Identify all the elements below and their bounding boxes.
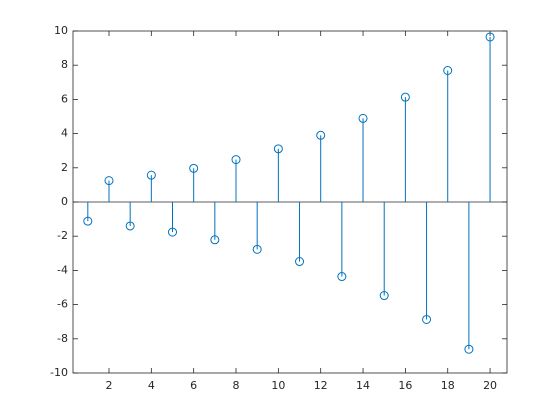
- stem-marker: [83, 216, 93, 226]
- x-tick-label: 16: [398, 379, 412, 392]
- stem-marker: [316, 130, 326, 140]
- y-tick-label: 6: [61, 92, 68, 105]
- stem-marker: [337, 272, 347, 282]
- x-tick-label: 18: [441, 379, 455, 392]
- y-tick-label: 8: [61, 58, 68, 71]
- y-tick-label: -4: [57, 263, 68, 276]
- x-tick-label: 8: [233, 379, 240, 392]
- x-tick-label: 14: [356, 379, 370, 392]
- x-tick-label: 6: [190, 379, 197, 392]
- x-tick-label: 10: [271, 379, 285, 392]
- stem-marker: [358, 113, 368, 123]
- x-tick-label: 4: [148, 379, 155, 392]
- y-tick-label: 2: [61, 161, 68, 174]
- stem-marker: [379, 291, 389, 301]
- stem-marker: [189, 163, 199, 173]
- y-tick-label: -6: [57, 298, 68, 311]
- stem-marker: [464, 344, 474, 354]
- stem-marker: [210, 235, 220, 245]
- stem-marker: [485, 32, 495, 42]
- stem-marker: [146, 170, 156, 180]
- y-tick-label: 0: [61, 195, 68, 208]
- x-tick-label: 20: [483, 379, 497, 392]
- stem-marker: [168, 227, 178, 237]
- stem-marker: [422, 314, 432, 324]
- stem-marker: [400, 92, 410, 102]
- stem-marker: [104, 176, 114, 186]
- stem-marker: [295, 257, 305, 267]
- y-tick-label: -8: [57, 332, 68, 345]
- stem-marker: [443, 66, 453, 76]
- y-tick-label: 10: [54, 24, 68, 37]
- x-tick-label: 2: [105, 379, 112, 392]
- stem-marker: [125, 221, 135, 231]
- stem-marker: [252, 244, 262, 254]
- stem-marker: [273, 144, 283, 154]
- stem-marker: [231, 155, 241, 165]
- y-tick-label: -10: [50, 366, 68, 379]
- x-tick-label: 12: [314, 379, 328, 392]
- y-tick-label: -2: [57, 229, 68, 242]
- y-tick-label: 4: [61, 127, 68, 140]
